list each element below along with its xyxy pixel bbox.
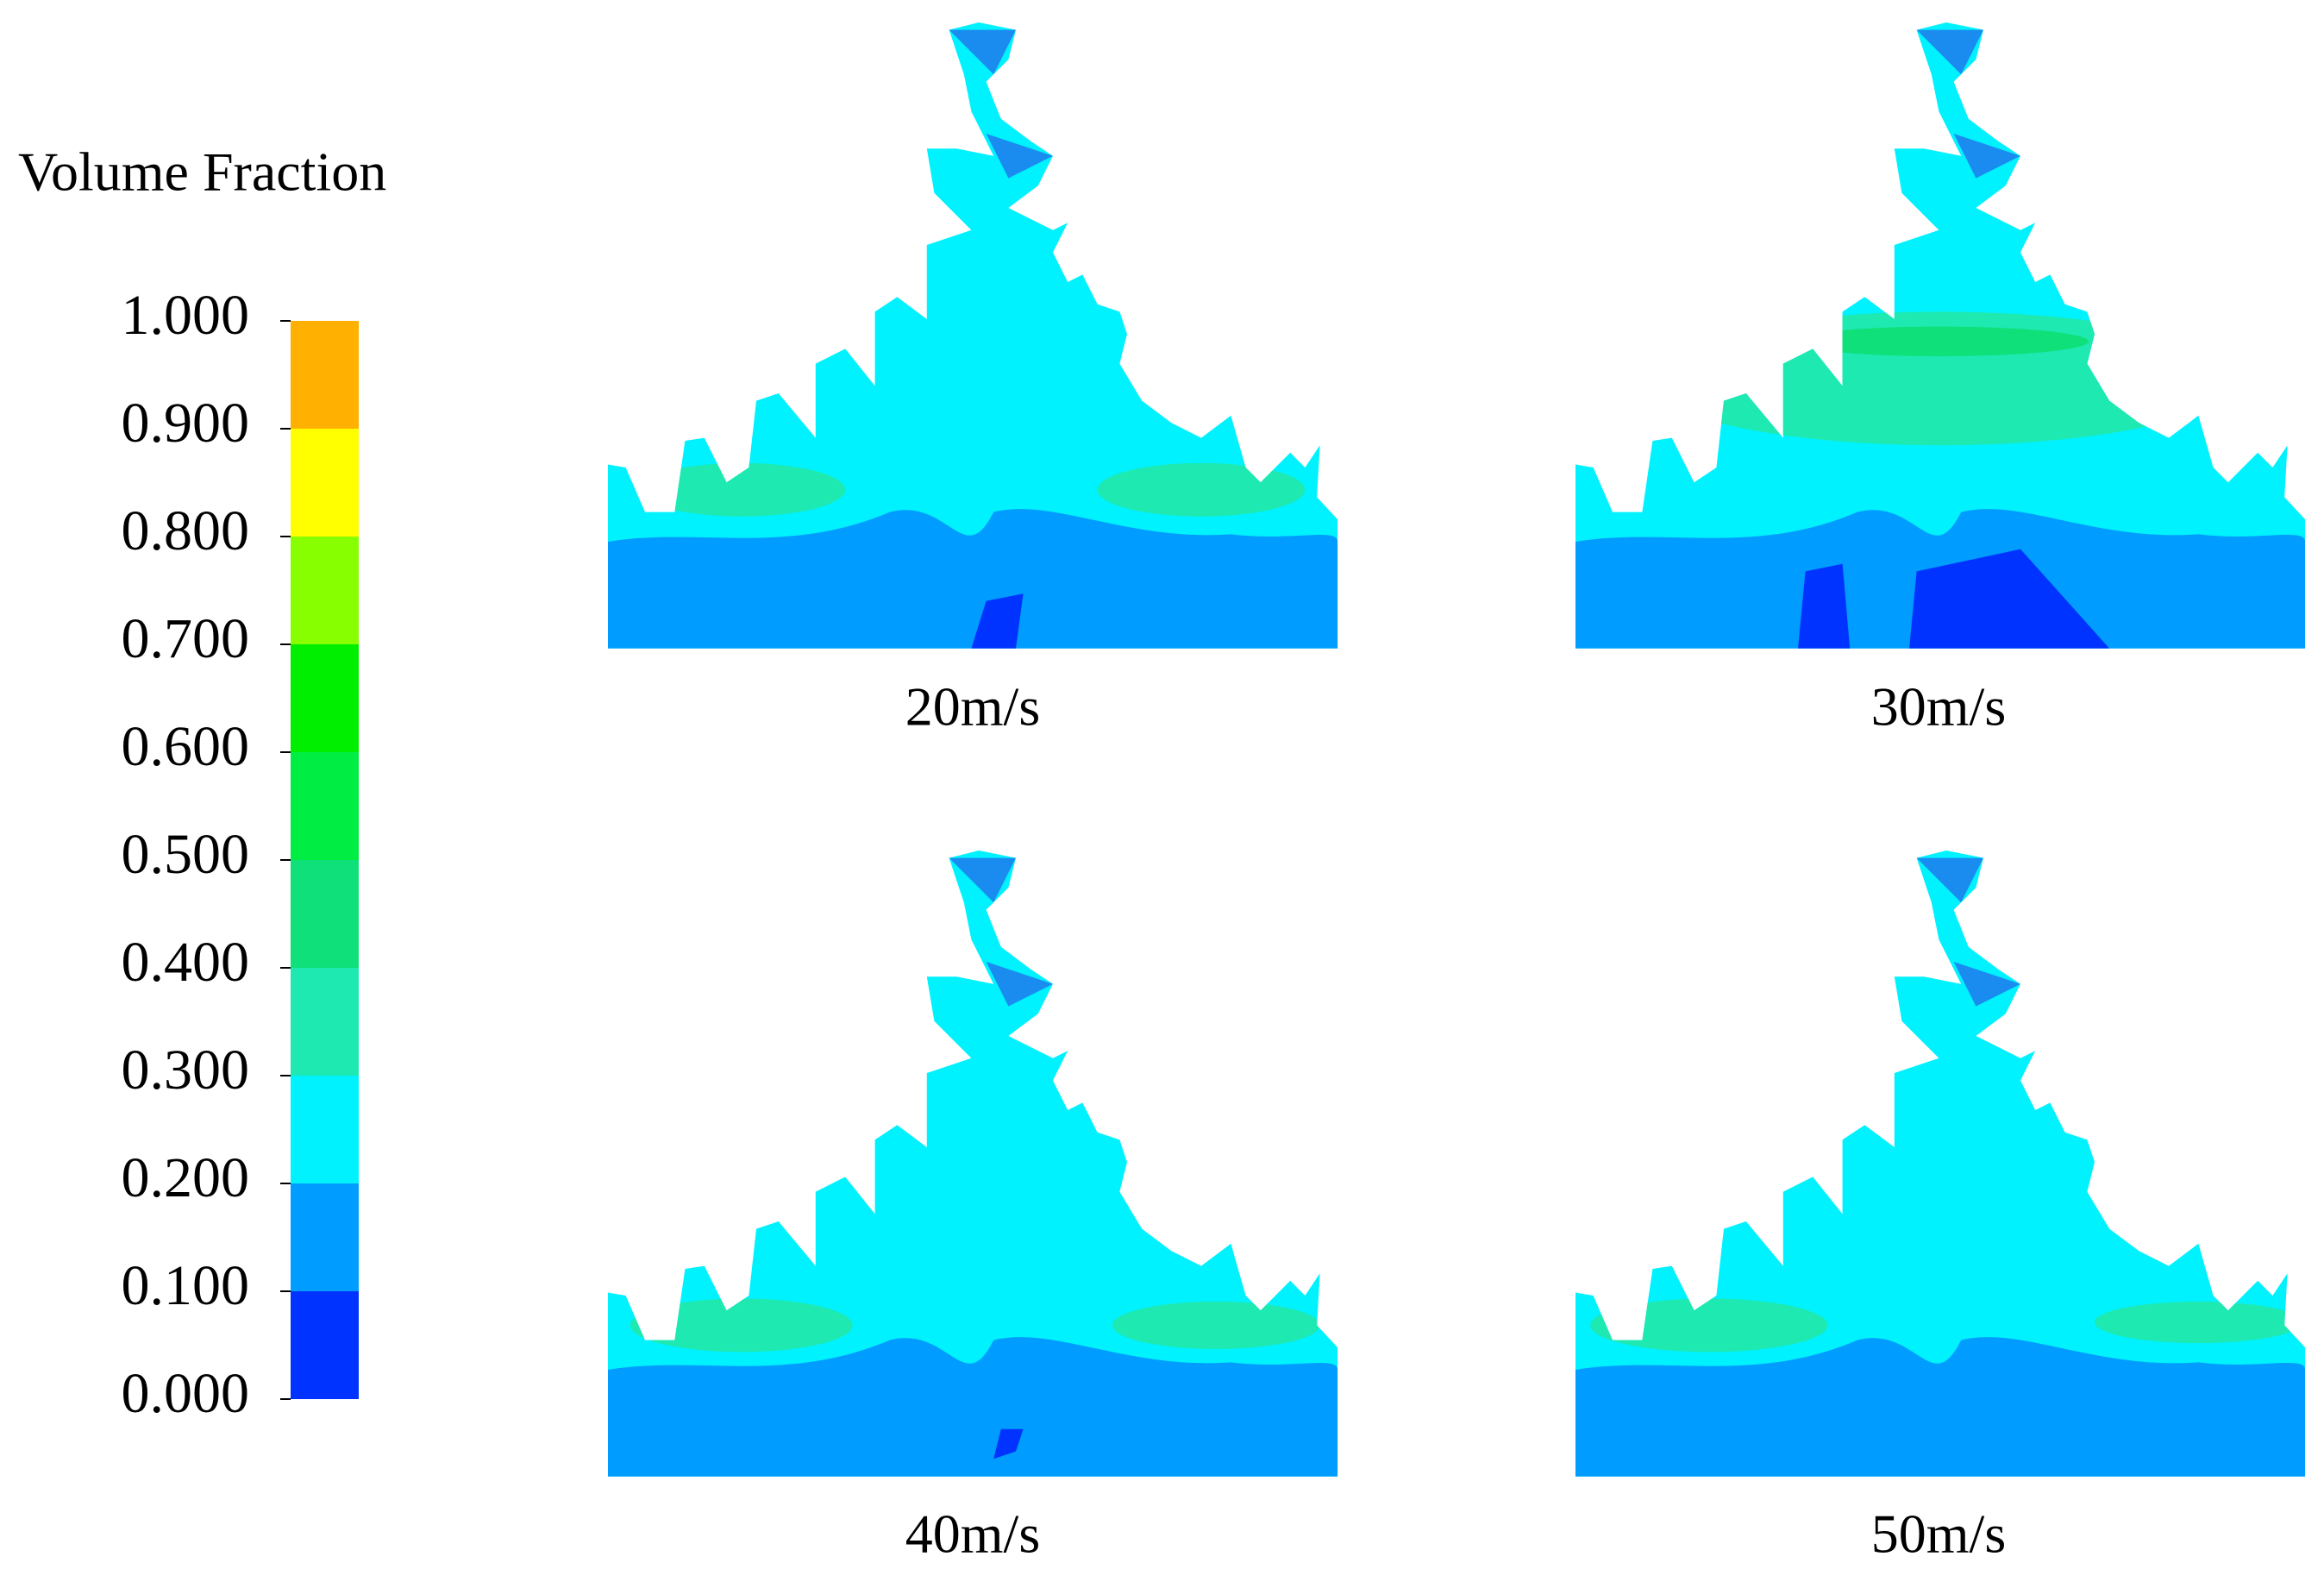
tick-label: 0.400 xyxy=(122,931,250,994)
colorbar-band xyxy=(291,752,359,860)
colorbar-band xyxy=(291,537,359,644)
colorbar-band xyxy=(291,1076,359,1183)
colorbar: 0.000 0.100 0.200 0.300 0.400 0.500 0.600 0.700… xyxy=(122,284,359,1425)
colorbar-band xyxy=(291,321,359,429)
tick-label: 0.900 xyxy=(122,392,250,455)
panel-label: 40m/s xyxy=(905,1503,1040,1565)
colorbar-band xyxy=(291,1291,359,1399)
colorbar-band xyxy=(291,1183,359,1291)
tick-label: 0.200 xyxy=(122,1146,250,1209)
contour-plot xyxy=(608,850,1337,1477)
colorbar-band xyxy=(291,429,359,537)
panel-label: 30m/s xyxy=(1871,676,2006,738)
colorbar-band xyxy=(291,968,359,1076)
panel-label: 50m/s xyxy=(1871,1503,2006,1565)
tick-label: 0.500 xyxy=(122,823,250,886)
colorbar-band xyxy=(291,644,359,752)
tick-label: 1.000 xyxy=(122,284,250,347)
tick-label: 0.800 xyxy=(122,499,250,562)
tick-label: 0.100 xyxy=(122,1254,250,1317)
colorbar-band xyxy=(291,860,359,968)
tick-label: 0.600 xyxy=(122,715,250,778)
tick-label: 0.300 xyxy=(122,1039,250,1102)
tick-label: 0.700 xyxy=(122,607,250,670)
contour-plot xyxy=(1575,22,2305,649)
panel-label: 20m/s xyxy=(905,676,1040,738)
tick-label: 0.000 xyxy=(122,1362,250,1425)
legend-title: Volume Fraction xyxy=(18,141,386,203)
contour-plot xyxy=(608,22,1337,649)
contour-plot xyxy=(1575,850,2305,1477)
